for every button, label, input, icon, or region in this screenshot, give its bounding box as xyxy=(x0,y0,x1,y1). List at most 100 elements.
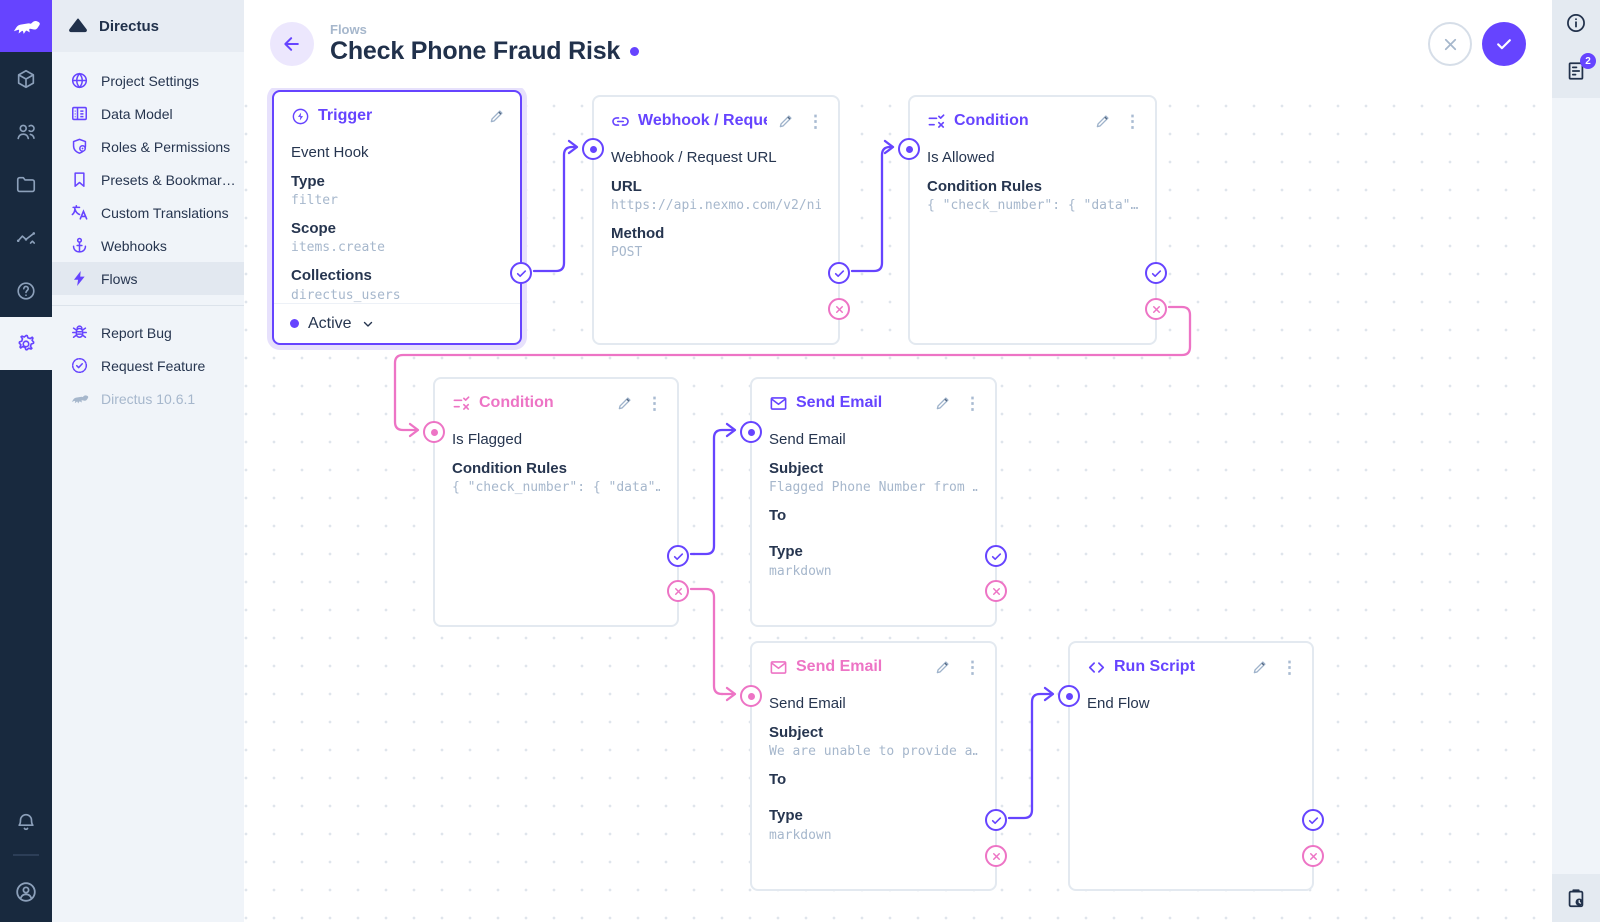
condition-flagged-panel[interactable]: Condition ⋮ Is Flagged Condition Rules {… xyxy=(423,377,689,627)
flow-canvas[interactable]: Flows Check Phone Fraud Risk xyxy=(244,0,1552,922)
pencil-icon xyxy=(1253,661,1266,674)
nav-item-request-feature[interactable]: Request Feature xyxy=(52,349,244,382)
nav-item-label: Webhooks xyxy=(101,237,167,254)
condition-icon xyxy=(927,112,946,131)
clipboard-clock-icon xyxy=(1568,889,1584,908)
save-button[interactable] xyxy=(1482,22,1526,66)
trigger-resolve-port[interactable] xyxy=(510,262,532,284)
nav-item-flows[interactable]: Flows xyxy=(52,262,244,295)
right-sidebar: 2 xyxy=(1552,0,1600,922)
condition-allowed-resolve-port[interactable] xyxy=(1145,262,1167,284)
revisions-button[interactable] xyxy=(1565,887,1587,909)
condition-flagged-input-port[interactable] xyxy=(423,421,445,443)
insights-module[interactable] xyxy=(0,211,52,264)
condition-icon xyxy=(452,394,471,413)
webhook-resolve-port[interactable] xyxy=(828,262,850,284)
email-menu-button[interactable]: ⋮ xyxy=(964,657,981,677)
unsaved-changes-dot xyxy=(630,47,640,56)
notifications-button[interactable] xyxy=(0,795,52,848)
panel-title: Run Script xyxy=(1114,658,1195,675)
run-script-resolve-port[interactable] xyxy=(1302,809,1324,831)
translate-icon xyxy=(69,203,89,223)
nav-divider xyxy=(52,305,244,306)
webhook-input-port[interactable] xyxy=(582,138,604,160)
breadcrumb[interactable]: Flows xyxy=(330,22,367,37)
email-menu-button[interactable]: ⋮ xyxy=(964,393,981,413)
condition-allowed-input-port[interactable] xyxy=(898,138,920,160)
globe-icon xyxy=(69,71,89,91)
page-header: Flows Check Phone Fraud Risk xyxy=(244,0,1552,88)
nav-item-webhooks[interactable]: Webhooks xyxy=(52,229,244,262)
logs-button[interactable]: 2 xyxy=(1565,53,1596,82)
operation-name: End Flow xyxy=(1087,695,1150,712)
files-module[interactable] xyxy=(0,158,52,211)
operation-name: Send Email xyxy=(769,431,846,448)
nav-version: Directus 10.6.1 xyxy=(52,382,244,415)
module-bar xyxy=(0,0,52,922)
project-icon xyxy=(69,18,87,33)
condition-flagged-reject-port[interactable] xyxy=(667,580,689,602)
email-unable-resolve-port[interactable] xyxy=(985,809,1007,831)
discard-button[interactable] xyxy=(1428,22,1472,66)
code-icon xyxy=(1087,658,1106,677)
info-icon xyxy=(1567,14,1585,32)
run-script-reject-port[interactable] xyxy=(1302,845,1324,867)
edit-email-button[interactable] xyxy=(932,656,954,678)
condition-menu-button[interactable]: ⋮ xyxy=(646,393,663,413)
back-button[interactable] xyxy=(270,22,314,66)
webhook-menu-button[interactable]: ⋮ xyxy=(807,111,824,131)
page-title: Check Phone Fraud Risk xyxy=(330,37,640,66)
arrow-left-icon xyxy=(284,37,299,51)
nav-item-label: Request Feature xyxy=(101,357,206,374)
email-flagged-resolve-port[interactable] xyxy=(985,545,1007,567)
condition-allowed-reject-port[interactable] xyxy=(1145,298,1167,320)
email-unable-panel[interactable]: Send Email ⋮ Send Email Subject We are u… xyxy=(740,641,1007,891)
operation-name: Is Flagged xyxy=(452,431,523,448)
trigger-status-dropdown[interactable]: Active xyxy=(274,303,520,343)
script-menu-button[interactable]: ⋮ xyxy=(1281,657,1298,677)
nav-item-data-model[interactable]: Data Model xyxy=(52,97,244,130)
pencil-icon xyxy=(779,115,792,128)
edit-condition-button[interactable] xyxy=(1092,110,1114,132)
edit-script-button[interactable] xyxy=(1249,656,1271,678)
users-module[interactable] xyxy=(0,105,52,158)
webhook-reject-port[interactable] xyxy=(828,298,850,320)
nav-item-presets-bookmarks[interactable]: Presets & Bookmar… xyxy=(52,163,244,196)
edit-trigger-button[interactable] xyxy=(486,105,508,127)
help-module[interactable] xyxy=(0,264,52,317)
trigger-panel[interactable]: Trigger Event Hook Type filter Scope ite… xyxy=(272,90,532,345)
nav-item-roles-permissions[interactable]: Roles & Permissions xyxy=(52,130,244,163)
webhook-panel[interactable]: Webhook / Request URL ⋮ Webhook / Reques… xyxy=(582,95,850,345)
nav-list: Project Settings Data Model Roles & Perm… xyxy=(52,52,244,415)
header-actions xyxy=(1428,22,1526,66)
nav-item-report-bug[interactable]: Report Bug xyxy=(52,316,244,349)
bug-icon xyxy=(69,323,89,343)
condition-menu-button[interactable]: ⋮ xyxy=(1124,111,1141,131)
email-flagged-reject-port[interactable] xyxy=(985,580,1007,602)
seal-check-icon xyxy=(69,356,89,376)
condition-allowed-panel[interactable]: Condition ⋮ Is Allowed Condition Rules {… xyxy=(898,95,1167,345)
email-unable-reject-port[interactable] xyxy=(985,845,1007,867)
info-button[interactable] xyxy=(1565,12,1587,34)
rabbit-logo-icon xyxy=(13,20,40,34)
email-unable-input-port[interactable] xyxy=(740,685,762,707)
nav-item-label: Flows xyxy=(101,270,138,287)
account-button[interactable] xyxy=(0,862,52,922)
directus-logo[interactable] xyxy=(0,0,52,52)
panel-title: Condition xyxy=(479,394,554,411)
email-flagged-panel[interactable]: Send Email ⋮ Send Email Subject Flagged … xyxy=(740,377,1007,627)
run-script-panel[interactable]: Run Script ⋮ End Flow xyxy=(1058,641,1324,891)
edit-email-button[interactable] xyxy=(932,392,954,414)
nav-item-project-settings[interactable]: Project Settings xyxy=(52,64,244,97)
run-script-input-port[interactable] xyxy=(1058,685,1080,707)
edit-condition-button[interactable] xyxy=(614,392,636,414)
condition-flagged-resolve-port[interactable] xyxy=(667,545,689,567)
nav-item-custom-translations[interactable]: Custom Translations xyxy=(52,196,244,229)
content-module[interactable] xyxy=(0,52,52,105)
email-flagged-input-port[interactable] xyxy=(740,421,762,443)
project-header[interactable]: Directus xyxy=(52,0,244,52)
settings-module[interactable] xyxy=(0,317,52,370)
edit-webhook-button[interactable] xyxy=(775,110,797,132)
title-block: Flows Check Phone Fraud Risk xyxy=(330,22,640,66)
